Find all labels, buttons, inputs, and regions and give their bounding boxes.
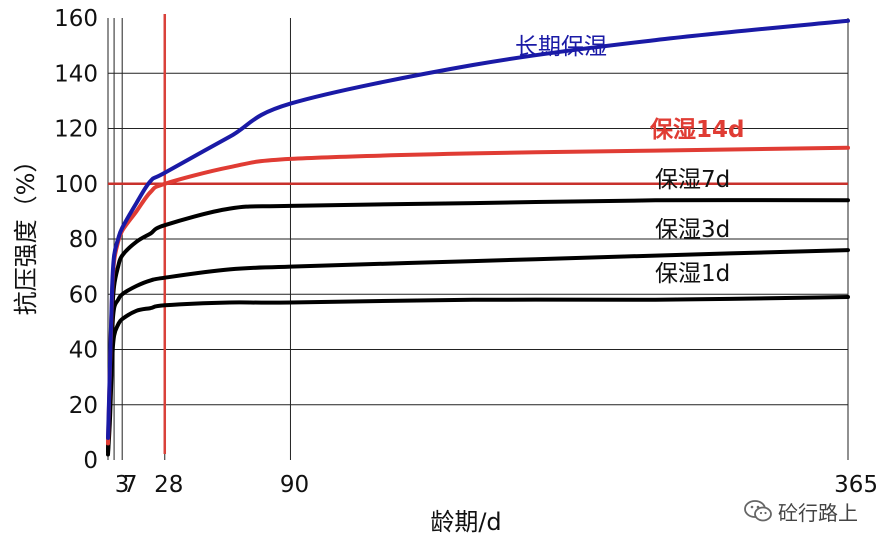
series-label: 保湿14d	[649, 116, 744, 143]
series-label: 保湿1d	[655, 261, 730, 287]
watermark-text: 砼行路上	[778, 500, 858, 525]
series-line-0	[106, 18, 850, 440]
y-tick-label: 60	[69, 282, 98, 308]
x-tick-label: 28	[154, 472, 183, 498]
watermark: 砼行路上	[744, 496, 858, 526]
series-label: 长期保湿	[515, 34, 607, 60]
x-axis-title: 龄期/d	[430, 508, 501, 536]
y-axis-title: 抗压强度（%）	[12, 149, 40, 316]
x-tick-label: 365	[834, 472, 878, 498]
series-label: 保湿3d	[655, 217, 730, 243]
x-tick-labels: 37 28 90 365	[115, 472, 878, 498]
series-label: 保湿7d	[655, 167, 730, 193]
series-lines	[106, 18, 850, 457]
y-tick-label: 80	[69, 227, 98, 253]
series-line-4	[106, 295, 850, 457]
y-tick-label: 100	[54, 172, 98, 198]
x-tick-label: 90	[280, 472, 309, 498]
reference-lines	[108, 14, 848, 454]
series-line-1	[106, 145, 850, 446]
series-line-2	[106, 198, 850, 451]
wechat-icon	[744, 500, 772, 522]
y-tick-label: 20	[69, 393, 98, 419]
x-tick-label: 7	[123, 472, 138, 498]
y-tick-label: 120	[54, 117, 98, 143]
y-tick-label: 0	[83, 448, 98, 474]
y-tick-label: 160	[54, 6, 98, 32]
x-tick-label: 3	[115, 472, 130, 498]
y-tick-labels: 0 20 40 60 80 100 120 140 160	[54, 6, 98, 474]
y-tick-label: 140	[54, 61, 98, 87]
y-tick-label: 40	[69, 338, 98, 364]
series-line-3	[106, 248, 850, 454]
